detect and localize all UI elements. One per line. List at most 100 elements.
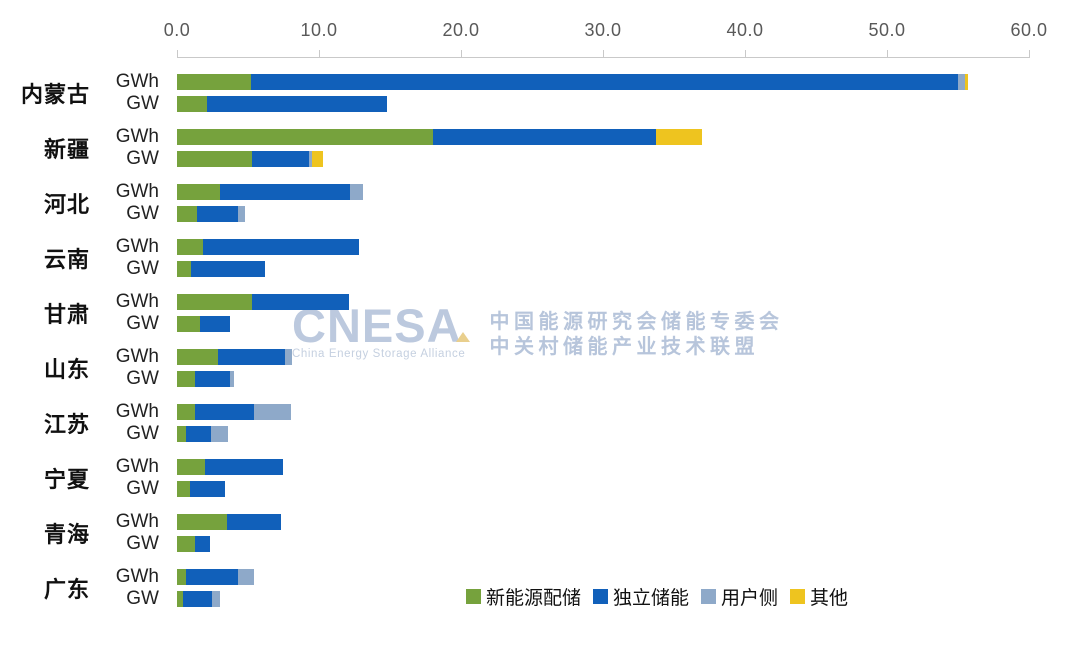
legend-label: 其他 [810, 588, 849, 609]
bar-segment [177, 536, 196, 552]
bar-row-gwh: GWh [0, 182, 1080, 201]
bar-segment [177, 481, 190, 497]
province-group: 云南 GWh GW [0, 237, 1080, 279]
bar-segment [350, 184, 363, 200]
province-label: 宁夏 [43, 467, 90, 492]
x-axis-tick [319, 50, 320, 57]
bar-row-gw: GW [0, 533, 1080, 554]
province-group: 青海 GWh GW [0, 511, 1080, 554]
bar-segment [284, 349, 292, 365]
bar-segment [191, 261, 266, 277]
x-axis-tick-label: 60.0 [1010, 20, 1048, 40]
bar-row-gwh: GWh [0, 346, 1080, 367]
bar-segment [195, 404, 254, 420]
bar-row-gwh: GWh [0, 72, 1080, 91]
bar-segment [177, 239, 203, 255]
bar-row-gw: GW [0, 258, 1080, 279]
x-axis-tick [887, 50, 888, 57]
bar-segment [177, 74, 251, 90]
bar-segment [177, 294, 253, 310]
unit-label: GWh [115, 346, 159, 367]
bar-row-gw: GW [0, 149, 1080, 168]
x-axis-tick [1029, 50, 1030, 57]
bar-segment [177, 459, 206, 475]
bar-track [177, 316, 230, 332]
province-group: 宁夏 GWh GW [0, 456, 1080, 499]
legend-item: 用户侧 [701, 583, 778, 610]
bar-segment [432, 129, 656, 145]
province-group: 甘肃 GWh GW [0, 291, 1080, 333]
x-axis-tick [603, 50, 604, 57]
unit-label: GW [126, 258, 159, 279]
chart-rows: 内蒙古 GWh GW 新疆 GWh GW 河北 GWh GW 云南 GWh GW 甘肃 GWh GW 山东 GW… [0, 72, 1080, 624]
bar-segment [311, 151, 324, 167]
bar-track [177, 514, 281, 530]
bar-segment [206, 96, 388, 112]
province-group: 江苏 GWh GW [0, 402, 1080, 443]
bar-segment [177, 349, 219, 365]
province-label: 河北 [43, 192, 90, 217]
x-axis-tick-label: 50.0 [868, 20, 906, 40]
bar-segment [177, 261, 192, 277]
bar-track [177, 459, 284, 475]
bar-segment [177, 184, 220, 200]
bar-segment [177, 569, 186, 585]
bar-segment [177, 151, 253, 167]
bar-segment [205, 459, 284, 475]
bar-track [177, 239, 359, 255]
unit-label: GW [126, 533, 159, 554]
legend-swatch-icon [466, 589, 481, 604]
bar-track [177, 96, 388, 112]
bar-row-gw: GW [0, 369, 1080, 388]
province-group: 山东 GWh GW [0, 346, 1080, 388]
bar-row-gwh: GWh [0, 126, 1080, 147]
bar-row-gwh: GWh [0, 511, 1080, 532]
bar-track [177, 206, 246, 222]
bar-segment [177, 426, 186, 442]
bar-row-gwh: GWh [0, 567, 1080, 586]
bar-segment [211, 426, 229, 442]
x-axis-tick [177, 50, 178, 57]
bar-segment [212, 591, 220, 607]
bar-segment [253, 404, 291, 420]
legend-swatch-icon [790, 589, 806, 604]
bar-segment [965, 74, 968, 90]
legend: 新能源配储 独立储能 用户侧 其他 [466, 583, 848, 610]
province-label: 江苏 [43, 412, 90, 437]
bar-track [177, 184, 363, 200]
unit-label: GWh [115, 126, 159, 147]
bar-segment [252, 294, 349, 310]
unit-label: GWh [115, 511, 159, 532]
bar-segment [177, 591, 183, 607]
province-label: 青海 [43, 522, 90, 547]
bar-segment [219, 184, 351, 200]
bar-track [177, 371, 234, 387]
bar-segment [182, 591, 213, 607]
bar-track [177, 294, 349, 310]
bar-segment [238, 569, 254, 585]
bar-segment [195, 371, 230, 387]
bar-segment [202, 239, 359, 255]
province-group: 内蒙古 GWh GW [0, 72, 1080, 114]
bar-track [177, 349, 292, 365]
unit-label: GWh [115, 456, 159, 477]
bar-segment [199, 316, 230, 332]
unit-label: GW [126, 93, 159, 114]
bar-segment [177, 316, 200, 332]
bar-segment [185, 569, 239, 585]
unit-label: GWh [115, 291, 159, 312]
bar-row-gwh: GWh [0, 456, 1080, 477]
bar-track [177, 481, 226, 497]
x-axis-tick [461, 50, 462, 57]
x-axis-tick-label: 20.0 [442, 20, 480, 40]
bar-segment [185, 426, 212, 442]
bar-track [177, 569, 254, 585]
bar-segment [177, 96, 207, 112]
bar-segment [177, 404, 196, 420]
legend-label: 独立储能 [613, 588, 690, 609]
x-axis-tick-label: 0.0 [163, 20, 191, 40]
bar-segment [195, 536, 210, 552]
province-label: 甘肃 [43, 302, 90, 327]
unit-label: GW [126, 478, 159, 499]
province-label: 广东 [43, 577, 90, 602]
